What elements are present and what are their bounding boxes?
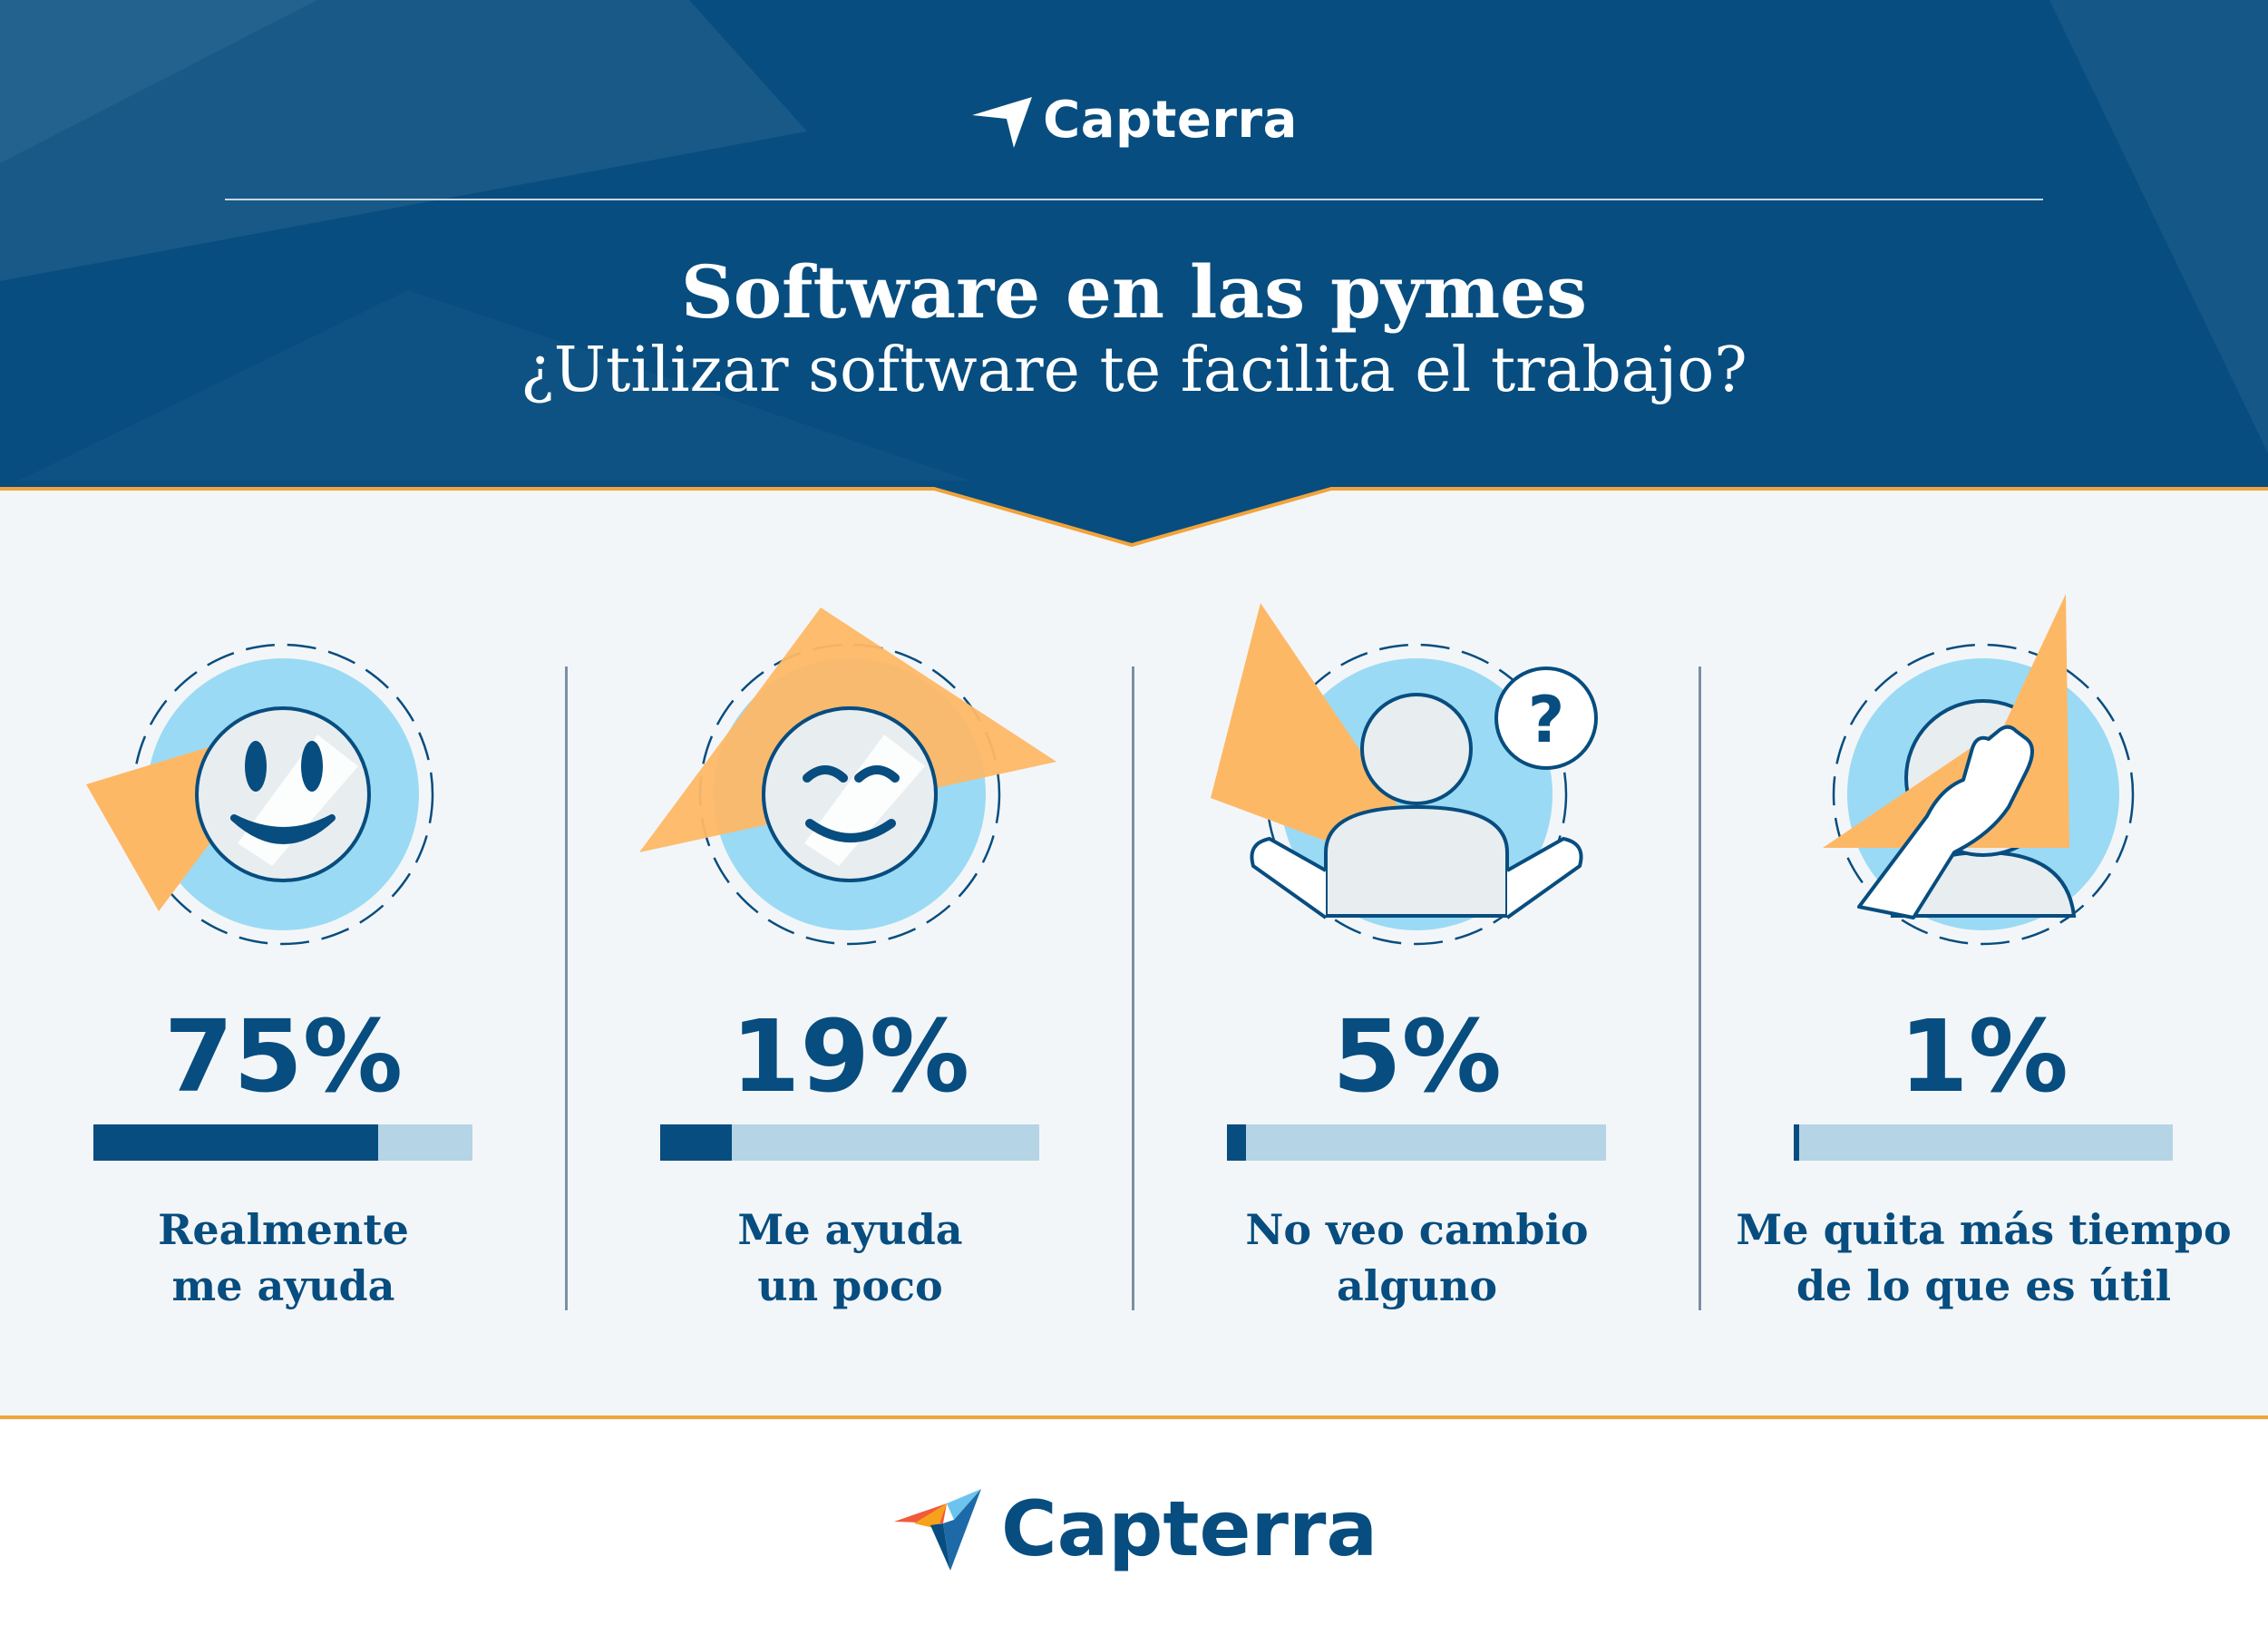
column-divider (1699, 666, 1701, 1310)
confused-person-icon: ? (1211, 603, 1598, 946)
footer-logo: Capterra (0, 1483, 2268, 1574)
footer-brand-text: Capterra (1000, 1484, 1378, 1573)
percentage-value: 1% (1899, 998, 2068, 1114)
progress-bar-track (660, 1124, 1039, 1161)
percentage-value: 5% (1332, 998, 1502, 1114)
progress-bar-fill (1227, 1124, 1246, 1161)
facepalm-icon (1823, 594, 2135, 946)
category-label: No veo cambio alguno (1134, 1201, 1700, 1314)
header-banner: Capterra Software en las pymes ¿Utilizar… (0, 0, 2268, 490)
category-label: Me ayuda un poco (567, 1201, 1134, 1314)
footer: Capterra (0, 1420, 2268, 1644)
category-label: Me quita más tiempo de lo que es útil (1700, 1201, 2267, 1314)
percentage-value: 75% (163, 998, 404, 1114)
column-divider (565, 666, 568, 1310)
page-title: Software en las pymes (680, 249, 1588, 335)
category-label-line: un poco (757, 1261, 943, 1310)
progress-bar-track (93, 1124, 472, 1161)
header-rule (225, 199, 2043, 200)
progress-bar-fill (93, 1124, 378, 1161)
header-background-shapes (0, 0, 2268, 453)
progress-bar-fill (1794, 1124, 1799, 1161)
header-brand-text: Capterra (1043, 91, 1298, 150)
page-subtitle: ¿Utilizar software te facilita el trabaj… (521, 335, 1747, 406)
stat-column: 19% Me ayuda un poco (567, 580, 1134, 1324)
category-label-line: de lo que es útil (1796, 1261, 2172, 1310)
header-logo: Capterra (0, 91, 2268, 150)
progress-bar-fill (660, 1124, 733, 1161)
svg-text:?: ? (1528, 683, 1565, 757)
stat-column: 75% Realmente me ayuda (0, 580, 567, 1324)
progress-bar-track (1794, 1124, 2173, 1161)
capterra-arrow-icon (972, 96, 1033, 148)
footer-rule (0, 1415, 2268, 1419)
category-label-line: Realmente (158, 1205, 409, 1254)
category-label-line: me ayuda (171, 1261, 395, 1310)
progress-bar-track (1227, 1124, 1606, 1161)
category-label-line: No veo cambio (1245, 1205, 1589, 1254)
column-divider (1132, 666, 1134, 1310)
capterra-arrow-icon (893, 1489, 981, 1571)
stat-column: ? 5% No veo cambio alguno (1134, 580, 1700, 1324)
category-label-line: Me ayuda (737, 1205, 963, 1254)
category-label: Realmente me ayuda (0, 1201, 567, 1314)
happy-face-icon (86, 643, 434, 946)
category-label-line: Me quita más tiempo (1736, 1205, 2232, 1254)
header-chevron (0, 481, 2268, 548)
content-face-icon (639, 608, 1056, 946)
stat-column: 1% Me quita más tiempo de lo que es útil (1700, 580, 2267, 1324)
percentage-value: 19% (730, 998, 970, 1114)
category-label-line: alguno (1336, 1261, 1497, 1310)
